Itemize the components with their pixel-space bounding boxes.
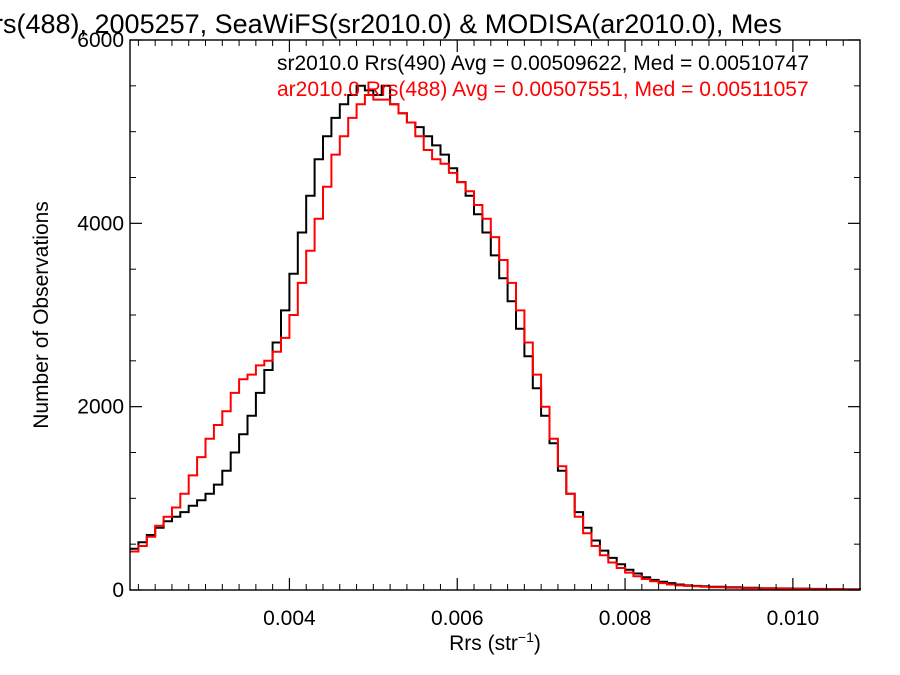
series-layer (130, 84, 861, 591)
x-axis-label: Rrs (str−1) (449, 629, 541, 655)
chart-title: rs(488), 2005257, SeaWiFS(sr2010.0) & MO… (0, 9, 782, 39)
x-tick-label: 0.006 (431, 607, 484, 630)
y-tick-label: 4000 (77, 212, 124, 235)
ticks-layer (130, 39, 861, 591)
series-line-1 (130, 94, 860, 591)
series-line-0 (130, 84, 861, 591)
y-tick-label: 6000 (77, 29, 124, 52)
labels-layer: 0.004 0.006 0.008 0.010 0 2000 4000 6000 (77, 29, 819, 630)
x-tick-label: 0.004 (263, 607, 316, 630)
x-axis-label-main: Rrs (str (449, 632, 518, 655)
y-tick-label: 0 (112, 579, 124, 602)
legend-entry-black: sr2010.0 Rrs(490) Avg = 0.00509622, Med … (277, 52, 809, 75)
x-tick-label: 0.010 (767, 607, 820, 630)
x-tick-label: 0.008 (599, 607, 652, 630)
x-axis-label-superscript: −1 (518, 629, 534, 645)
plot-frame (129, 39, 861, 591)
y-axis-label: Number of Observations (30, 201, 53, 429)
legend-entry-red: ar2010.0 Rrs(488) Avg = 0.00507551, Med … (277, 78, 809, 101)
x-axis-label-close: ) (534, 632, 541, 655)
y-tick-label: 2000 (77, 396, 124, 419)
